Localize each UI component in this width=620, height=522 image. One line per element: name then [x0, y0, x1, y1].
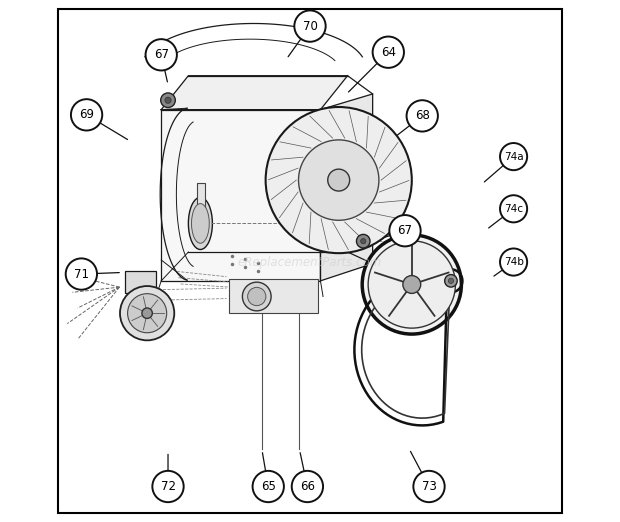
Ellipse shape: [247, 287, 266, 306]
Circle shape: [142, 308, 153, 318]
Circle shape: [448, 278, 454, 283]
Text: 74a: 74a: [504, 151, 523, 162]
Circle shape: [445, 275, 457, 287]
Circle shape: [373, 37, 404, 68]
Ellipse shape: [120, 286, 174, 340]
Ellipse shape: [362, 235, 461, 334]
Circle shape: [292, 471, 323, 502]
Text: 74b: 74b: [503, 257, 523, 267]
Ellipse shape: [192, 204, 210, 243]
Text: 69: 69: [79, 109, 94, 121]
Ellipse shape: [128, 294, 167, 333]
Circle shape: [161, 93, 175, 108]
Circle shape: [389, 215, 420, 246]
Text: eReplacementParts.com: eReplacementParts.com: [238, 256, 382, 268]
Polygon shape: [161, 110, 321, 281]
Circle shape: [71, 99, 102, 130]
Circle shape: [407, 100, 438, 132]
Text: 66: 66: [300, 480, 315, 493]
Ellipse shape: [298, 140, 379, 220]
Bar: [229, 279, 318, 313]
Circle shape: [500, 143, 527, 170]
Ellipse shape: [242, 282, 271, 311]
Text: 74c: 74c: [504, 204, 523, 214]
Text: 72: 72: [161, 480, 175, 493]
Circle shape: [66, 258, 97, 290]
Circle shape: [500, 195, 527, 222]
Circle shape: [361, 239, 366, 244]
Circle shape: [153, 471, 184, 502]
Text: 64: 64: [381, 46, 396, 58]
Polygon shape: [161, 76, 348, 110]
Circle shape: [165, 97, 171, 103]
Text: 65: 65: [261, 480, 276, 493]
Polygon shape: [321, 94, 373, 281]
Text: 67: 67: [154, 49, 169, 61]
Circle shape: [414, 471, 445, 502]
Text: 67: 67: [397, 224, 412, 237]
Circle shape: [356, 234, 370, 248]
Circle shape: [146, 39, 177, 70]
Text: 70: 70: [303, 20, 317, 32]
Circle shape: [294, 10, 326, 42]
Text: 73: 73: [422, 480, 436, 493]
Bar: [125, 271, 156, 293]
Text: 71: 71: [74, 268, 89, 280]
Text: 68: 68: [415, 110, 430, 122]
Bar: [197, 183, 205, 213]
Ellipse shape: [368, 241, 456, 328]
Ellipse shape: [403, 276, 421, 293]
Ellipse shape: [328, 169, 350, 191]
Circle shape: [252, 471, 284, 502]
Ellipse shape: [265, 107, 412, 253]
Ellipse shape: [188, 197, 213, 250]
Circle shape: [500, 248, 527, 276]
